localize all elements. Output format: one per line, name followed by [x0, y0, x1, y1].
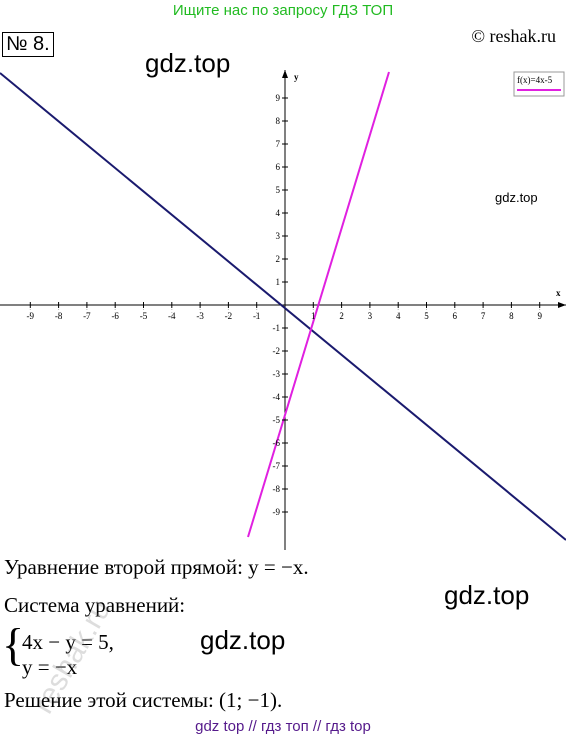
x-label: x	[556, 288, 561, 298]
text-line: Система уравнений:	[4, 593, 186, 617]
y-tick-label: -5	[273, 415, 281, 425]
x-tick-label: -4	[168, 311, 176, 321]
watermark: gdz.top	[145, 48, 231, 78]
legend-text: f(x)=4x-5	[517, 75, 553, 85]
x-tick-label: 8	[509, 311, 514, 321]
x-tick-label: -8	[55, 311, 63, 321]
x-tick-label: -6	[111, 311, 119, 321]
x-tick-label: -5	[140, 311, 148, 321]
x-tick-label: -3	[196, 311, 204, 321]
y-tick-label: 7	[276, 139, 281, 149]
banner: Ищите нас по запросу ГДЗ ТОП	[172, 2, 394, 19]
y-arrow	[282, 70, 288, 78]
x-tick-label: 3	[368, 311, 373, 321]
y-tick-label: 8	[276, 116, 281, 126]
x-tick-label: 5	[424, 311, 429, 321]
x-tick-label: 1	[311, 311, 316, 321]
graph: x y f(x)=4x-5 -9 -8 -7 -6 -5 -4 -3 -2 -1 1 2 3 4 5 6 7 8…	[0, 70, 566, 550]
watermark: gdz.top	[200, 625, 286, 655]
y-tick-label: 5	[276, 185, 281, 195]
brace: {	[2, 619, 25, 670]
x-tick-label: 6	[453, 311, 458, 321]
x-tick-label: -7	[83, 311, 91, 321]
text-line: Решение этой системы: (1; −1).	[4, 688, 283, 712]
y-tick-label: -7	[273, 461, 281, 471]
y-tick-label: 9	[276, 93, 281, 103]
text-line: Уравнение второй прямой: y = −x.	[4, 555, 309, 579]
y-tick-label: 1	[276, 277, 281, 287]
x-arrow	[558, 302, 566, 308]
watermark: gdz.top	[444, 580, 530, 610]
x-tick-label: 9	[537, 311, 542, 321]
footer: gdz top // гдз топ // гдз top	[195, 718, 371, 735]
task-number: № 8.	[2, 32, 54, 57]
y-tick-label: -8	[273, 484, 281, 494]
x-tick-label: 2	[339, 311, 344, 321]
y-tick-label: -4	[273, 392, 281, 402]
y-tick-label: -2	[273, 346, 281, 356]
x-tick-label: -9	[27, 311, 35, 321]
x-tick-label: 7	[481, 311, 486, 321]
x-tick-label: -2	[225, 311, 233, 321]
y-tick-label: 3	[276, 231, 281, 241]
watermark: gdz.top	[495, 190, 538, 205]
x-tick-label: -1	[253, 311, 261, 321]
line-y-neg-x	[0, 72, 566, 541]
y-tick-label: 6	[276, 162, 281, 172]
y-tick-label: -9	[273, 507, 281, 517]
y-label: y	[294, 72, 299, 82]
y-tick-label: -1	[273, 323, 281, 333]
copyright: © reshak.ru	[471, 26, 556, 46]
y-tick-label: 2	[276, 254, 281, 264]
x-tick-label: 4	[396, 311, 401, 321]
y-tick-label: -6	[273, 438, 281, 448]
legend-box	[513, 71, 565, 97]
y-tick-label: 4	[276, 208, 281, 218]
line-4x-5	[247, 71, 390, 538]
system-eq: 4x − y = 5,	[22, 630, 114, 654]
y-tick-label: -3	[273, 369, 281, 379]
system-eq: y = −x	[22, 655, 78, 679]
